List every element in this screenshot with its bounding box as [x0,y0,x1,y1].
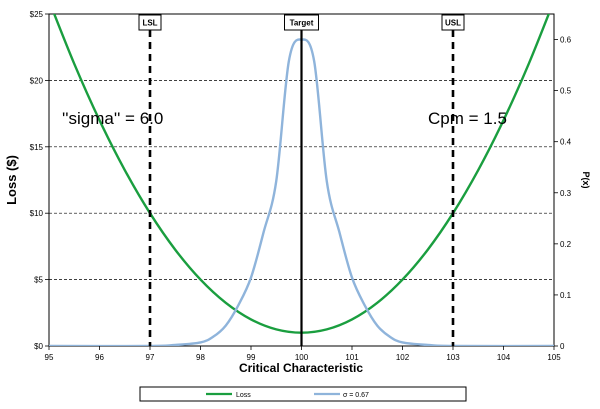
x-tick-label: 100 [295,353,309,362]
legend-label-sigma: σ = 0.67 [343,392,369,399]
left-axis-ticks: $0 $5 $10 $15 $20 $25 [30,10,49,351]
x-tick-label: 95 [45,353,54,362]
y-left-tick-label: $10 [30,209,44,218]
right-axis-ticks: 0 0.1 0.2 0.3 0.4 0.5 0.6 [554,36,572,351]
y-right-tick-label: 0.6 [560,36,572,45]
y-left-tick-label: $0 [34,342,43,351]
y-left-tick-label: $25 [30,10,44,19]
legend-box [139,386,467,402]
y-left-tick-label: $20 [30,76,44,85]
x-tick-label: 102 [396,353,410,362]
annotation-cpm: Cpm = 1.5 [428,109,507,128]
y-right-tick-label: 0.4 [560,138,572,147]
target-label: Target [290,19,314,28]
lsl-label: LSL [142,19,157,28]
y-axis-title-left: Loss ($) [4,155,19,205]
target-label-box [284,14,319,31]
x-tick-label: 98 [196,353,205,362]
reference-lines: LSL Target USL [138,14,465,346]
usl-label: USL [445,19,461,28]
lsl-label-box [138,14,162,31]
bottom-axis-ticks: 95 96 97 98 99 100 101 102 103 104 105 [45,346,561,362]
y-right-tick-label: 0.1 [560,291,572,300]
x-tick-label: 99 [247,353,256,362]
y-right-tick-label: 0.3 [560,189,572,198]
y-axis-title-right: P(x) [581,171,591,188]
legend: Loss σ = 0.67 [139,386,467,402]
x-tick-label: 105 [547,353,561,362]
y-right-tick-label: 0.5 [560,87,572,96]
x-tick-label: 101 [345,353,359,362]
y-left-tick-label: $5 [34,276,43,285]
legend-label-loss: Loss [236,392,251,399]
x-tick-label: 97 [146,353,155,362]
y-right-tick-label: 0.2 [560,240,572,249]
x-tick-label: 96 [95,353,104,362]
annotation-sigma: ''sigma'' = 6.0 [62,109,163,128]
usl-label-box [441,14,465,31]
y-right-tick-label: 0 [560,342,565,351]
x-axis-title: Critical Characteristic [239,361,363,375]
y-left-tick-label: $15 [30,143,44,152]
x-tick-label: 103 [446,353,460,362]
x-tick-label: 104 [497,353,511,362]
